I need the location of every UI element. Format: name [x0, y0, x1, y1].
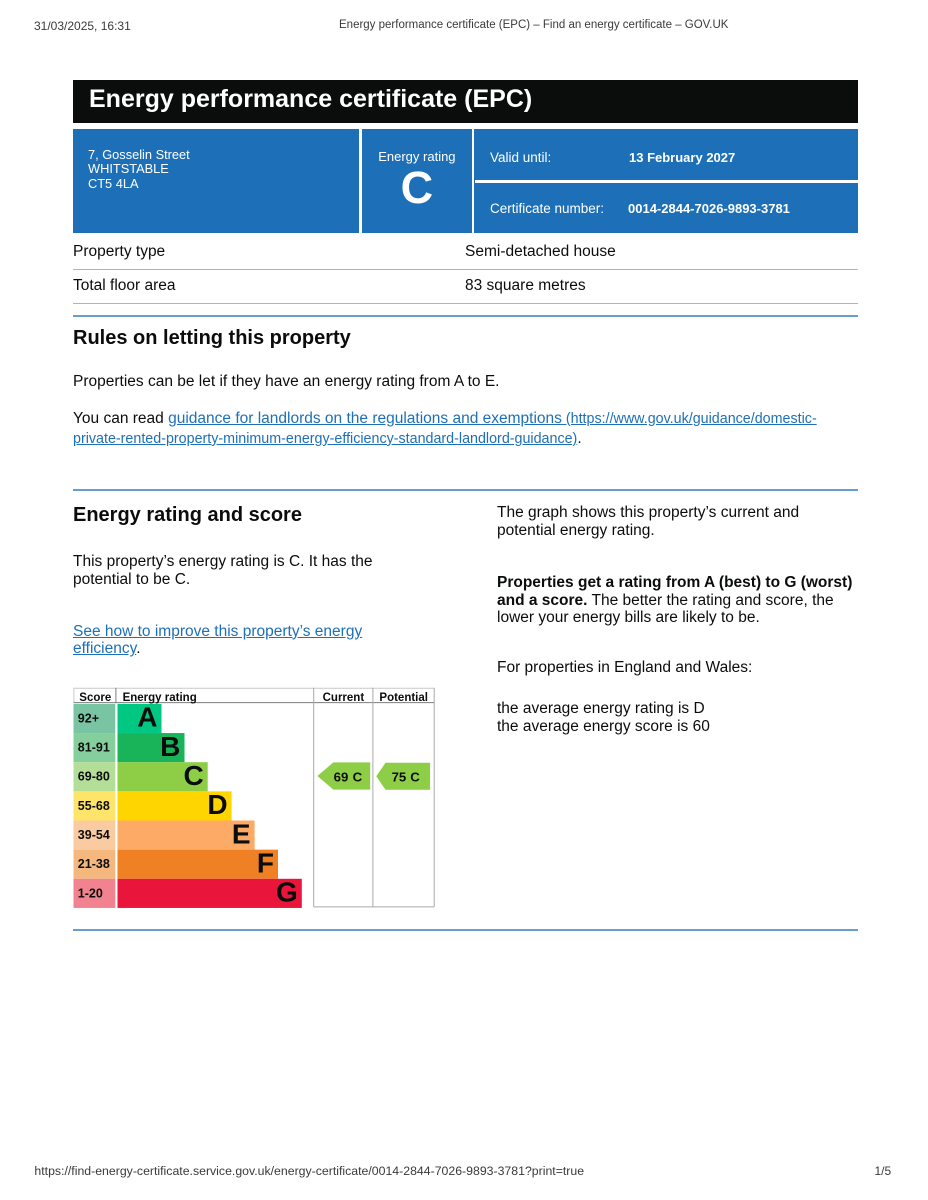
svg-text:81-91: 81-91 [78, 741, 110, 755]
svg-text:D: D [207, 789, 227, 820]
svg-text:Energy rating: Energy rating [123, 692, 197, 704]
svg-text:69-80: 69-80 [78, 770, 110, 784]
svg-text:Score: Score [79, 692, 111, 704]
svg-text:G: G [276, 877, 298, 908]
svg-text:92+: 92+ [78, 711, 99, 725]
svg-text:C: C [410, 769, 420, 784]
svg-text:C: C [353, 769, 363, 784]
svg-text:21-38: 21-38 [78, 857, 110, 871]
svg-text:39-54: 39-54 [78, 828, 110, 842]
svg-text:E: E [232, 818, 251, 849]
svg-text:Potential: Potential [379, 692, 428, 704]
svg-text:Current: Current [323, 692, 365, 704]
svg-text:C: C [183, 760, 203, 791]
svg-text:1-20: 1-20 [78, 886, 103, 900]
svg-text:F: F [257, 847, 274, 878]
svg-text:A: A [137, 702, 157, 733]
svg-text:69: 69 [334, 769, 349, 784]
svg-text:75: 75 [392, 769, 407, 784]
svg-text:B: B [160, 731, 180, 762]
svg-text:55-68: 55-68 [78, 799, 110, 813]
